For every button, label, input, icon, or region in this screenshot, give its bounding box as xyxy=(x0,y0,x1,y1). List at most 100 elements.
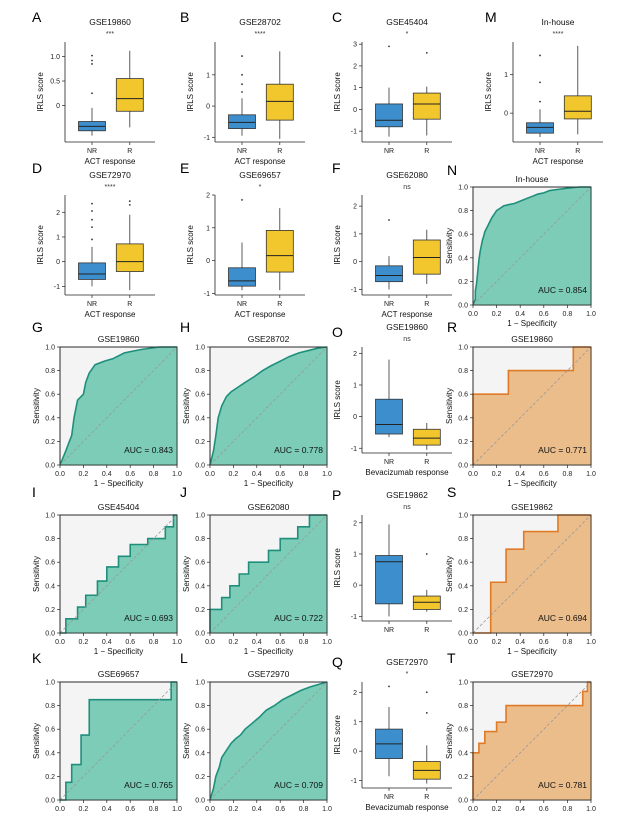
x-tick-label: 0.4 xyxy=(515,806,525,813)
box-r xyxy=(115,200,144,291)
y-tick-label: 0.6 xyxy=(458,727,468,734)
x-tick-label: NR xyxy=(237,301,247,308)
y-axis-label: IRLS score xyxy=(186,72,195,112)
x-tick-label: 0.6 xyxy=(275,639,285,646)
roc-curve xyxy=(59,346,177,466)
box-r xyxy=(563,45,592,135)
box-r xyxy=(412,51,441,136)
significance-label: ns xyxy=(403,336,411,343)
x-tick-label: 0.6 xyxy=(125,639,135,646)
auc-label: AUC = 0.771 xyxy=(538,445,587,455)
x-tick-label: 0.4 xyxy=(102,806,112,813)
y-tick-label: 0.6 xyxy=(458,560,468,567)
y-tick-label: 1.0 xyxy=(195,345,205,352)
x-tick-label: R xyxy=(277,301,282,308)
x-tick-label: 0.8 xyxy=(149,639,159,646)
y-tick-label: 0.0 xyxy=(45,798,55,805)
panel-l: L GSE72970 0.00.0 0.2 0.2 0.4 0.4 0.6 0.6 0.8 0.8 1… xyxy=(180,650,332,813)
x-tick-label: 0.0 xyxy=(55,639,65,646)
box-nr xyxy=(78,202,106,287)
y-tick-label: 0.6 xyxy=(458,392,468,399)
y-tick-label: 0.6 xyxy=(45,727,55,734)
box-nr xyxy=(375,219,403,290)
y-axis-label: Sensitivity xyxy=(445,556,454,592)
x-tick-label: 0.4 xyxy=(515,311,525,318)
panel-title: GSE19860 xyxy=(386,322,428,332)
y-tick-label: 0.0 xyxy=(45,463,55,470)
x-tick-label: R xyxy=(277,148,282,155)
box-r xyxy=(412,229,441,284)
x-tick-label: 0.6 xyxy=(275,471,285,478)
y-tick-label: 0.0 xyxy=(195,463,205,470)
plot-frame xyxy=(59,514,178,634)
y-tick-label: 3 xyxy=(353,42,357,49)
y-tick-label: 0.6 xyxy=(458,232,468,239)
box-nr xyxy=(375,685,403,777)
x-tick-label: 1.0 xyxy=(322,639,332,646)
panel-b: B GSE28702 **** -1 0 1 IRLS score ACT response N… xyxy=(180,9,305,166)
y-tick-label: 1.0 xyxy=(458,185,468,192)
box-iqr xyxy=(375,265,403,283)
y-tick-label: 2 xyxy=(56,210,60,217)
box-r xyxy=(412,691,441,784)
y-axis-label: IRLS score xyxy=(186,225,195,265)
y-tick-label: 1 xyxy=(353,231,357,238)
panel-t: T GSE72970 0.00.0 0.2 0.2 0.4 0.4 0.6 0.6 0.8 0.8 1… xyxy=(445,650,596,813)
box-iqr xyxy=(412,92,441,120)
panel-title: In-house xyxy=(515,174,548,184)
chance-diagonal xyxy=(209,514,328,634)
x-axis-label: 1 − Specificity xyxy=(507,479,557,488)
significance-label: **** xyxy=(105,184,116,191)
y-tick-label: 0.2 xyxy=(45,607,55,614)
plot-frame xyxy=(472,186,592,306)
outlier-point xyxy=(388,219,390,221)
outlier-point xyxy=(91,202,93,205)
box-nr xyxy=(78,54,106,136)
x-axis-label: 1 − Specificity xyxy=(507,319,557,328)
x-tick-label: 0.0 xyxy=(55,471,65,478)
panel-title: GSE62080 xyxy=(386,170,428,180)
y-tick-label: 1 xyxy=(206,225,210,232)
panel-title: GSE28702 xyxy=(239,17,281,27)
y-tick-label: 0.2 xyxy=(195,607,205,614)
box-iqr xyxy=(412,428,441,446)
x-tick-label: 0.0 xyxy=(205,471,215,478)
roc-curve xyxy=(472,186,591,306)
y-tick-label: 0.8 xyxy=(195,703,205,710)
y-tick-label: 0.6 xyxy=(195,727,205,734)
panel-letter: M xyxy=(485,9,497,25)
panel-i: I GSE45404 0.00.0 0.2 0.2 0.4 0.4 0.6 0.6 0.8 0.8 1… xyxy=(32,484,182,656)
y-tick-label: 0.2 xyxy=(458,774,468,781)
x-tick-label: 0.0 xyxy=(468,806,478,813)
x-tick-label: NR xyxy=(535,148,545,155)
y-axis-label: Sensitivity xyxy=(445,388,454,424)
y-tick-label: 0.8 xyxy=(45,368,55,375)
y-tick-label: 0.0 xyxy=(458,631,468,638)
y-tick-label: 0.2 xyxy=(45,439,55,446)
plot-frame xyxy=(59,681,178,801)
panel-letter: A xyxy=(32,9,42,25)
y-tick-label: 0.8 xyxy=(45,536,55,543)
y-tick-label: -1 xyxy=(204,135,210,142)
x-tick-label: 0.2 xyxy=(229,471,239,478)
x-axis-label: ACT response xyxy=(382,310,434,319)
panel-n: N In-house 0.00.0 0.2 0.2 0.4 0.4 0.6 0.6 0.8 0.8 1… xyxy=(445,162,596,328)
panel-title: GSE45404 xyxy=(98,502,140,512)
x-tick-label: 0.2 xyxy=(492,639,502,646)
x-tick-label: 0.4 xyxy=(252,639,262,646)
x-tick-label: 0.0 xyxy=(468,471,478,478)
panel-letter: O xyxy=(332,324,343,340)
x-axis-label: 1 − Specificity xyxy=(507,647,557,656)
y-tick-label: 1.0 xyxy=(45,680,55,687)
y-axis-label: Sensitivity xyxy=(182,723,191,759)
x-tick-label: 0.8 xyxy=(299,806,309,813)
plot-frame xyxy=(209,514,328,634)
y-tick-label: 0.6 xyxy=(195,560,205,567)
panel-letter: P xyxy=(332,487,341,503)
outlier-point xyxy=(425,691,428,694)
x-axis-label: Bevacizumab response xyxy=(365,468,449,477)
y-tick-label: 0 xyxy=(206,258,210,265)
x-tick-label: 0.2 xyxy=(492,806,502,813)
y-tick-label: 0.8 xyxy=(45,703,55,710)
plot-frame xyxy=(472,346,592,466)
